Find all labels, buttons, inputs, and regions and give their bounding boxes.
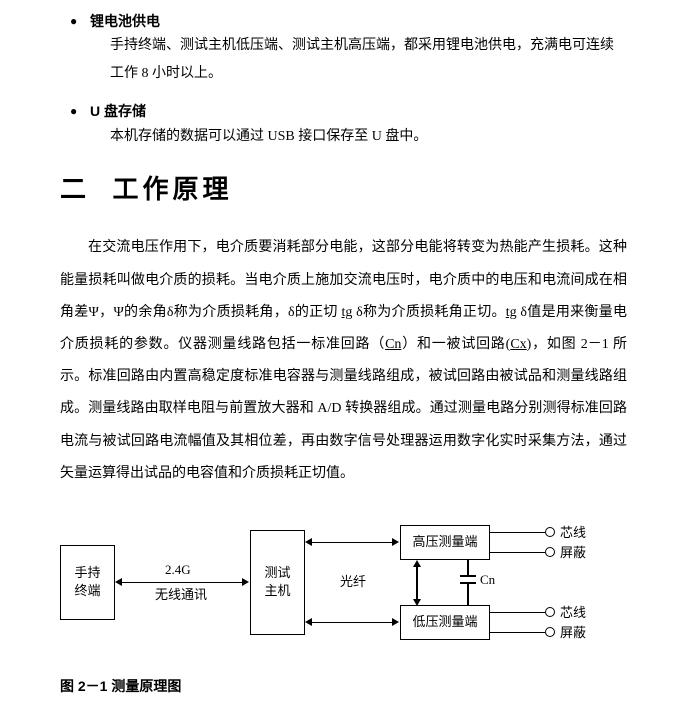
lv-core-circ — [545, 607, 555, 617]
bullet-lithium-title: 锂电池供电 — [90, 10, 627, 32]
hv-lv-line — [416, 567, 418, 599]
line-to-hv — [312, 542, 392, 544]
measurement-diagram: 手持 终端 2.4G 无线通讯 测试 主机 光纤 高压测量端 低压测量端 Cn … — [60, 510, 627, 660]
section-heading: 二 工作原理 — [60, 169, 627, 211]
wireless-top-label: 2.4G — [165, 560, 191, 581]
bullet-usb: U 盘存储 本机存储的数据可以通过 USB 接口保存至 U 盘中。 — [90, 100, 627, 150]
cn-wire-top — [467, 560, 469, 575]
tester-box: 测试 主机 — [250, 530, 305, 635]
hv-core-line — [490, 532, 545, 534]
hv-core-label: 芯线 — [560, 523, 586, 544]
cn-label: Cn — [480, 570, 495, 591]
wireless-bottom-label: 无线通讯 — [155, 585, 207, 606]
cn-plate-top — [460, 575, 476, 577]
lv-box: 低压测量端 — [400, 605, 490, 640]
lv-shield-line — [490, 632, 545, 634]
lv-shield-circ — [545, 627, 555, 637]
section-number: 二 — [60, 174, 90, 204]
hv-shield-label: 屏蔽 — [560, 543, 586, 564]
bullet-lithium: 锂电池供电 手持终端、测试主机低压端、测试主机高压端，都采用锂电池供电，充满电可… — [90, 10, 627, 88]
bullet-usb-title: U 盘存储 — [90, 100, 627, 122]
arrow-to-lv-r — [392, 618, 399, 626]
handheld-box: 手持 终端 — [60, 545, 115, 620]
lv-core-label: 芯线 — [560, 603, 586, 624]
lv-core-line — [490, 612, 545, 614]
arrow-to-hv-l — [305, 538, 312, 546]
hv-lv-arrow-down — [413, 599, 421, 606]
section-title: 工作原理 — [112, 174, 232, 204]
wireless-arrow-right — [242, 578, 249, 586]
fiber-label: 光纤 — [340, 572, 366, 593]
hv-core-circ — [545, 527, 555, 537]
figure-caption: 图 2－1 测量原理图 — [60, 675, 627, 697]
bullet-usb-body: 本机存储的数据可以通过 USB 接口保存至 U 盘中。 — [110, 123, 627, 151]
hv-shield-line — [490, 552, 545, 554]
cn-wire-bot — [467, 584, 469, 605]
hv-lv-arrow-up — [413, 560, 421, 567]
line-to-lv — [312, 622, 392, 624]
main-paragraph: 在交流电压作用下，电介质要消耗部分电能，这部分电能将转变为热能产生损耗。这种能量… — [60, 232, 627, 490]
wireless-line — [122, 582, 242, 584]
arrow-to-lv-l — [305, 618, 312, 626]
arrow-to-hv-r — [392, 538, 399, 546]
wireless-arrow-left — [115, 578, 122, 586]
hv-shield-circ — [545, 547, 555, 557]
hv-box: 高压测量端 — [400, 525, 490, 560]
lv-shield-label: 屏蔽 — [560, 623, 586, 644]
bullet-lithium-body: 手持终端、测试主机低压端、测试主机高压端，都采用锂电池供电，充满电可连续工作 8… — [110, 32, 627, 88]
